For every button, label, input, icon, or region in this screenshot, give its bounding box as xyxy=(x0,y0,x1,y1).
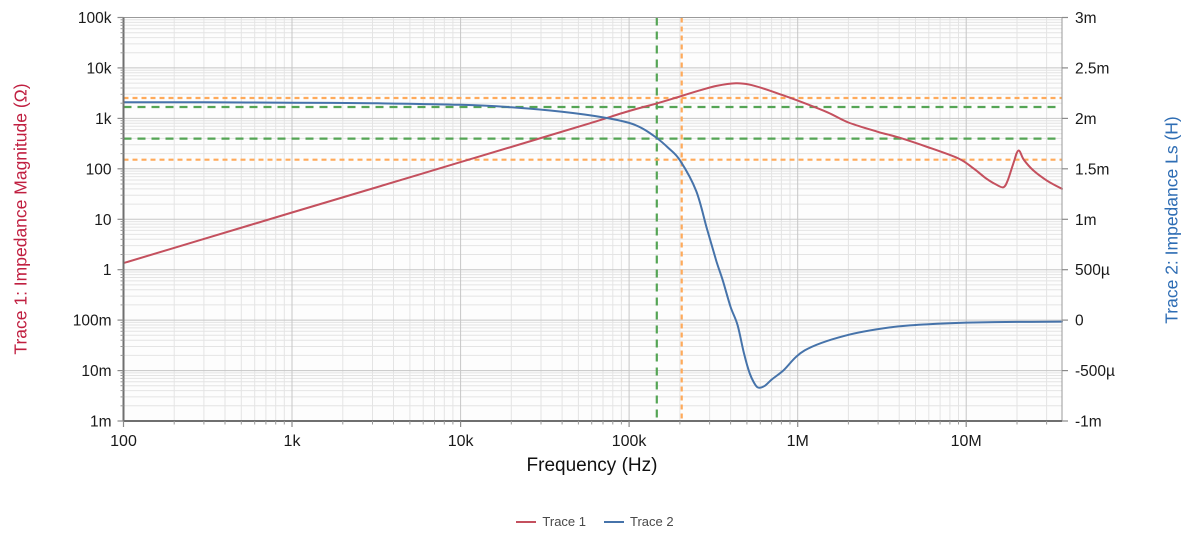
x-tick-label: 1M xyxy=(787,433,809,450)
cursor-lines xyxy=(123,17,1062,421)
y-right-tick-label: -500µ xyxy=(1075,363,1115,380)
axis-tick-labels: 100 1k 10k 100k 1M 10M 100k 10k 1k 100 10 1 100m 10m 1… xyxy=(73,10,1115,450)
y-right-tick-label: 500µ xyxy=(1075,262,1110,279)
x-tick-label: 100 xyxy=(110,433,137,450)
trace-2-legend-label: Trace 2 xyxy=(630,514,674,529)
trace-2-line xyxy=(122,101,1063,389)
y-right-tick-label: -1m xyxy=(1075,414,1102,431)
y-left-tick-label: 10k xyxy=(87,60,112,77)
y-right-tick-label: 1.5m xyxy=(1075,161,1109,178)
trace-2-line-swatch xyxy=(604,520,624,523)
x-axis-title: Frequency (Hz) xyxy=(526,455,658,476)
trace-1-line xyxy=(122,82,1063,265)
right-axis-title: Trace 2: Impedance Ls (H) xyxy=(1161,116,1182,324)
y-left-tick-label: 100 xyxy=(86,161,112,178)
trace-1-line-swatch xyxy=(516,520,537,523)
y-right-tick-label: 2.5m xyxy=(1075,60,1109,77)
x-tick-label: 1k xyxy=(284,433,302,450)
axis-ticks xyxy=(117,16,1068,427)
y-left-tick-label: 100k xyxy=(78,10,112,27)
trace-1-legend-label: Trace 1 xyxy=(542,514,586,529)
y-left-tick-label: 1 xyxy=(103,262,112,279)
y-left-tick-label: 1k xyxy=(95,111,112,128)
major-gridlines xyxy=(123,17,1062,421)
left-axis-title: Trace 1: Impedance Magnitude (Ω) xyxy=(10,83,31,355)
y-left-tick-label: 1m xyxy=(90,414,112,431)
x-tick-label: 10k xyxy=(448,433,475,450)
legend-item-trace-2[interactable]: Trace 2 xyxy=(604,514,674,529)
y-left-tick-label: 10m xyxy=(81,363,111,380)
y-right-tick-label: 2m xyxy=(1075,111,1097,128)
legend-item-trace-1[interactable]: Trace 1 xyxy=(516,514,586,529)
y-right-tick-label: 1m xyxy=(1075,212,1097,229)
y-left-tick-label: 10 xyxy=(94,212,112,229)
y-left-tick-label: 100m xyxy=(73,313,112,330)
x-tick-label: 10M xyxy=(951,433,982,450)
y-right-tick-label: 0 xyxy=(1075,313,1084,330)
legend: Trace 1 Trace 2 xyxy=(0,514,1190,529)
x-tick-label: 100k xyxy=(612,433,648,450)
y-right-tick-label: 3m xyxy=(1075,10,1097,27)
